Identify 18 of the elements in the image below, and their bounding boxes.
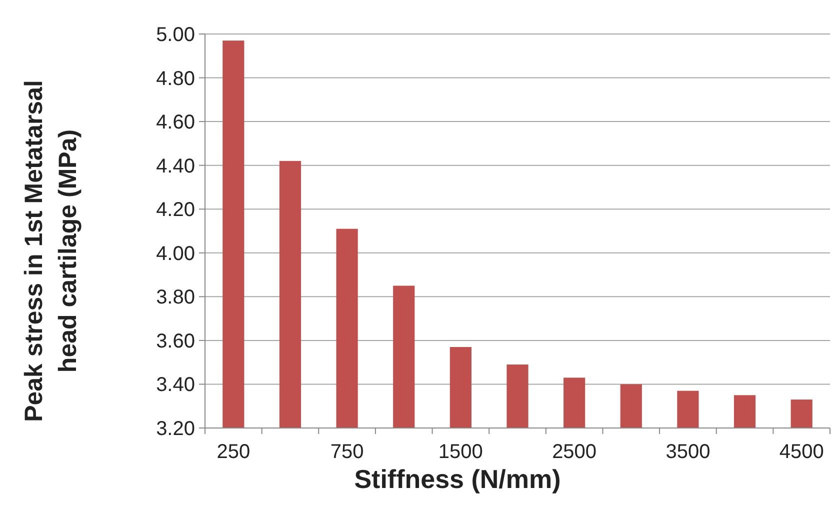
y-tick-label: 3.40	[156, 374, 195, 396]
y-tick-label: 4.80	[156, 68, 195, 90]
y-tick-label: 4.60	[156, 112, 195, 134]
x-axis-title: Stiffness (N/mm)	[354, 464, 561, 494]
y-tick-label: 4.00	[156, 242, 195, 265]
x-tick-label: 4500	[779, 441, 824, 463]
x-tick-label: 3500	[666, 441, 710, 463]
y-tick-label: 5.00	[156, 24, 195, 46]
x-tick-label: 2500	[552, 441, 597, 463]
x-tick-label: 250	[216, 441, 250, 463]
y-tick-label: 3.80	[156, 286, 195, 309]
y-tick-label: 3.60	[156, 330, 195, 352]
y-tick-label: 4.40	[156, 155, 195, 178]
x-tick-label: 1500	[438, 441, 483, 463]
y-tick-label: 3.20	[156, 418, 195, 440]
x-tick-label: 750	[330, 441, 364, 463]
y-axis-title: Peak stress in 1st Metatarsal head cartilage (MPa)	[20, 80, 82, 422]
y-tick-label: 4.20	[156, 199, 195, 222]
